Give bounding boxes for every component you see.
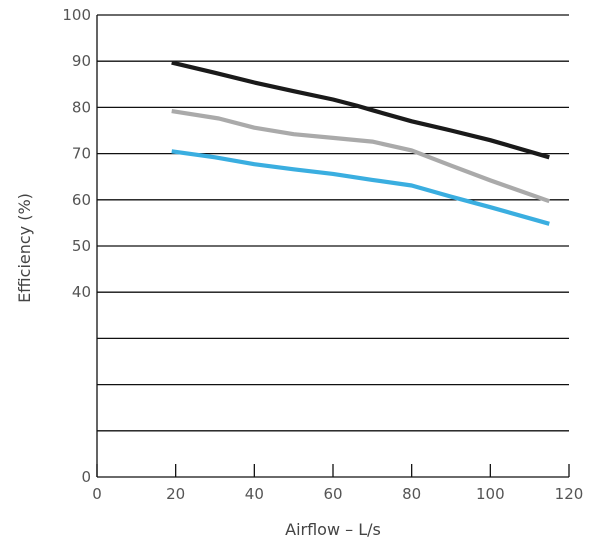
x-tick-label-40: 40 — [245, 485, 264, 503]
series-layer — [171, 60, 550, 226]
y-tick-label-40: 40 — [72, 283, 91, 301]
x-tick-label-80: 80 — [402, 485, 421, 503]
x-tick-label-60: 60 — [323, 485, 342, 503]
y-tick-label-90: 90 — [72, 52, 91, 70]
x-tick-label-20: 20 — [166, 485, 185, 503]
y-tick-label-80: 80 — [72, 98, 91, 116]
y-tick-label-70: 70 — [72, 145, 91, 163]
grid-layer — [97, 14, 569, 432]
x-tick-label-120: 120 — [555, 485, 584, 503]
series-line-2 — [171, 109, 550, 204]
y-tick-label-0: 0 — [81, 468, 91, 486]
y-axis-title: Efficiency (%) — [15, 193, 34, 303]
series-line-1 — [171, 60, 550, 160]
x-axis-title: Airflow – L/s — [285, 520, 381, 539]
x-tick-label-0: 0 — [92, 485, 102, 503]
x-tick-label-100: 100 — [476, 485, 505, 503]
y-tick-label-100: 100 — [62, 6, 91, 24]
series-line-3 — [171, 149, 550, 226]
y-tick-label-60: 60 — [72, 191, 91, 209]
y-tick-label-50: 50 — [72, 237, 91, 255]
axis-layer: 0 40 50 60 70 80 90 100 0 20 40 60 80 100 120 — [62, 6, 583, 503]
